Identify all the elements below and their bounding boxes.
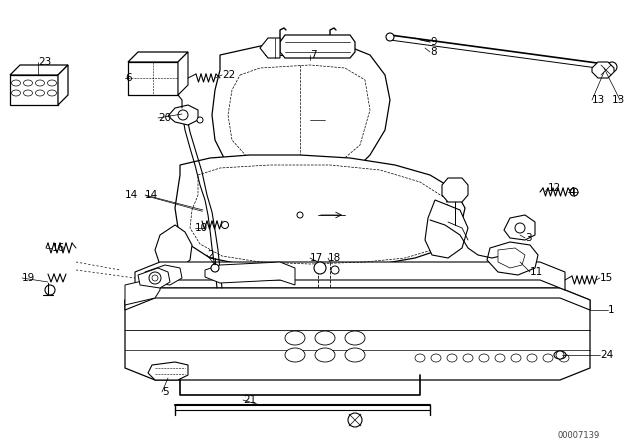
- Ellipse shape: [285, 348, 305, 362]
- Ellipse shape: [431, 354, 441, 362]
- Ellipse shape: [554, 351, 566, 359]
- Circle shape: [607, 62, 617, 72]
- Circle shape: [45, 285, 55, 295]
- Circle shape: [348, 413, 362, 427]
- Text: 13: 13: [592, 95, 605, 105]
- Text: 1: 1: [608, 305, 614, 315]
- Polygon shape: [280, 35, 355, 58]
- Text: 18: 18: [328, 253, 341, 263]
- Polygon shape: [175, 155, 465, 268]
- Text: 13: 13: [612, 95, 625, 105]
- Ellipse shape: [315, 331, 335, 345]
- Polygon shape: [498, 248, 525, 268]
- Text: 23: 23: [38, 57, 51, 67]
- Text: 21: 21: [243, 395, 256, 405]
- Circle shape: [515, 223, 525, 233]
- Text: 22: 22: [222, 70, 236, 80]
- Ellipse shape: [479, 354, 489, 362]
- Text: 14: 14: [145, 190, 158, 200]
- Ellipse shape: [315, 348, 335, 362]
- Text: 4: 4: [568, 187, 575, 197]
- Text: 19: 19: [22, 273, 35, 283]
- Ellipse shape: [415, 354, 425, 362]
- Circle shape: [221, 221, 228, 228]
- Ellipse shape: [12, 90, 20, 96]
- Ellipse shape: [24, 80, 33, 86]
- Polygon shape: [58, 65, 68, 105]
- Polygon shape: [10, 75, 58, 105]
- Text: 20: 20: [158, 113, 171, 123]
- Circle shape: [331, 266, 339, 274]
- Text: 11: 11: [530, 267, 543, 277]
- Ellipse shape: [345, 331, 365, 345]
- Ellipse shape: [495, 354, 505, 362]
- Ellipse shape: [24, 90, 33, 96]
- Polygon shape: [425, 200, 468, 258]
- Text: 15: 15: [600, 273, 613, 283]
- Polygon shape: [442, 178, 468, 202]
- Polygon shape: [145, 265, 182, 285]
- Polygon shape: [135, 262, 565, 290]
- Polygon shape: [168, 105, 198, 125]
- Polygon shape: [125, 288, 590, 310]
- Text: 00007139: 00007139: [558, 431, 600, 439]
- Ellipse shape: [463, 354, 473, 362]
- Ellipse shape: [511, 354, 521, 362]
- Text: 14: 14: [125, 190, 138, 200]
- Polygon shape: [125, 268, 160, 305]
- Text: 16: 16: [52, 243, 65, 253]
- Circle shape: [297, 212, 303, 218]
- Circle shape: [149, 272, 161, 284]
- Text: 12: 12: [548, 183, 561, 193]
- Polygon shape: [205, 262, 295, 285]
- Circle shape: [386, 33, 394, 41]
- Polygon shape: [138, 268, 170, 288]
- Polygon shape: [128, 52, 188, 62]
- Text: 2: 2: [207, 250, 214, 260]
- Text: 5: 5: [162, 387, 168, 397]
- Circle shape: [314, 262, 326, 274]
- Text: 3: 3: [525, 233, 532, 243]
- Circle shape: [178, 110, 188, 120]
- Text: 17: 17: [310, 253, 323, 263]
- Polygon shape: [125, 288, 590, 380]
- Polygon shape: [178, 52, 188, 95]
- Polygon shape: [487, 242, 538, 275]
- Text: 7: 7: [310, 50, 317, 60]
- Ellipse shape: [35, 80, 45, 86]
- Polygon shape: [212, 42, 390, 185]
- Ellipse shape: [527, 354, 537, 362]
- Circle shape: [556, 351, 564, 359]
- Ellipse shape: [285, 331, 305, 345]
- Text: 9: 9: [430, 37, 436, 47]
- Ellipse shape: [35, 90, 45, 96]
- Polygon shape: [504, 215, 535, 240]
- Text: 24: 24: [600, 350, 613, 360]
- Circle shape: [570, 188, 578, 196]
- Polygon shape: [148, 362, 188, 380]
- Polygon shape: [260, 38, 280, 58]
- Ellipse shape: [47, 80, 56, 86]
- Text: 6: 6: [125, 73, 132, 83]
- Polygon shape: [592, 62, 614, 78]
- Circle shape: [211, 264, 219, 272]
- Polygon shape: [128, 62, 178, 95]
- Polygon shape: [10, 65, 68, 75]
- Ellipse shape: [447, 354, 457, 362]
- Text: 10: 10: [195, 223, 208, 233]
- Ellipse shape: [543, 354, 553, 362]
- Ellipse shape: [559, 354, 569, 362]
- Ellipse shape: [12, 80, 20, 86]
- Circle shape: [197, 117, 203, 123]
- Text: 8: 8: [430, 47, 436, 57]
- Ellipse shape: [345, 348, 365, 362]
- Polygon shape: [155, 225, 192, 270]
- Circle shape: [152, 275, 158, 281]
- Ellipse shape: [47, 90, 56, 96]
